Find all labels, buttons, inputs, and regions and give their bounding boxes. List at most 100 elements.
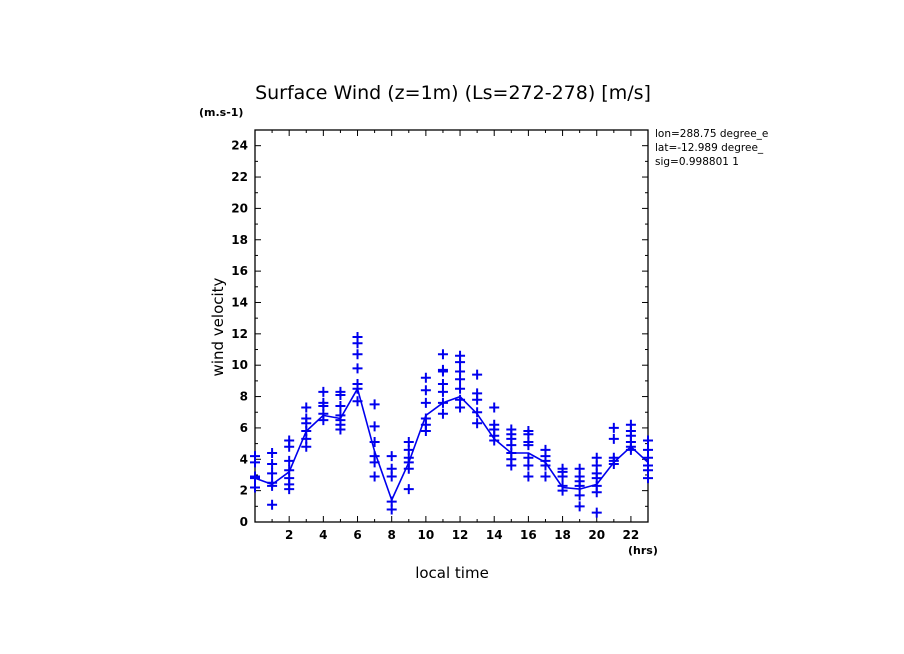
data-point — [250, 457, 260, 468]
y-tick-label: 0 — [240, 515, 248, 529]
data-point — [437, 408, 448, 419]
data-point — [574, 480, 585, 491]
data-point — [403, 463, 414, 474]
x-tick-label: 16 — [520, 528, 537, 542]
data-point — [523, 440, 534, 451]
annotation-lat: lat=-12.989 degree_ — [655, 142, 764, 154]
x-tick-label: 18 — [554, 528, 571, 542]
data-point — [250, 482, 260, 493]
data-point — [352, 338, 363, 349]
data-point — [369, 437, 380, 448]
data-point — [335, 424, 346, 435]
x-tick-label: 20 — [588, 528, 605, 542]
plot-frame — [254, 129, 649, 523]
y-tick-label: 24 — [231, 139, 248, 153]
x-tick-label: 6 — [353, 528, 361, 542]
data-point — [284, 441, 295, 452]
data-point — [591, 487, 602, 498]
data-point — [318, 386, 329, 397]
y-tick-label: 2 — [240, 484, 248, 498]
x-axis-label: local time — [415, 564, 489, 582]
data-point — [437, 349, 448, 360]
data-point — [267, 499, 278, 510]
y-axis-label: wind velocity — [209, 277, 227, 376]
data-point — [369, 421, 380, 432]
data-point — [284, 484, 295, 495]
data-point — [489, 402, 500, 413]
data-point — [369, 457, 380, 468]
y-tick-label: 22 — [231, 170, 248, 184]
data-point — [643, 473, 653, 484]
data-point — [643, 435, 653, 446]
data-point — [608, 458, 619, 469]
data-point — [318, 415, 329, 426]
data-point — [386, 471, 397, 482]
data-point — [523, 460, 534, 471]
y-tick-label: 6 — [240, 421, 248, 435]
y-unit-label: (m.s-1) — [199, 106, 243, 119]
chart-title: Surface Wind (z=1m) (Ls=272-278) [m/s] — [255, 82, 651, 104]
data-point — [420, 426, 431, 437]
data-point — [352, 363, 363, 374]
data-point — [540, 471, 551, 482]
data-point — [455, 357, 466, 368]
data-point — [369, 399, 380, 410]
y-tick-label: 14 — [231, 295, 248, 309]
data-point — [455, 374, 466, 385]
data-point — [250, 473, 260, 484]
data-point — [608, 433, 619, 444]
data-point — [301, 402, 312, 413]
data-point — [506, 460, 517, 471]
data-point — [608, 422, 619, 433]
data-point — [472, 369, 483, 380]
y-tick-label: 18 — [231, 233, 248, 247]
y-tick-label: 16 — [231, 264, 248, 278]
data-point — [523, 471, 534, 482]
data-point — [455, 383, 466, 394]
x-tick-label: 22 — [623, 528, 640, 542]
y-tick-label: 20 — [231, 201, 248, 215]
data-point — [335, 400, 346, 411]
data-point — [420, 372, 431, 383]
data-point — [557, 471, 568, 482]
data-point — [472, 418, 483, 429]
data-point — [472, 394, 483, 405]
data-point — [489, 435, 500, 446]
data-point — [455, 402, 466, 413]
data-point — [472, 407, 483, 418]
annotation-lon: lon=288.75 degree_e — [655, 128, 768, 140]
data-point — [437, 397, 448, 408]
data-point — [420, 397, 431, 408]
x-unit-label: (hrs) — [628, 544, 658, 557]
data-point — [540, 460, 551, 471]
x-tick-label: 14 — [486, 528, 503, 542]
x-tick-label: 2 — [285, 528, 293, 542]
data-point — [574, 501, 585, 512]
data-point — [557, 485, 568, 496]
data-point — [301, 441, 312, 452]
data-point — [267, 448, 278, 459]
data-point — [591, 507, 602, 518]
y-tick-label: 4 — [240, 452, 248, 466]
data-point — [335, 389, 346, 400]
y-tick-label: 8 — [240, 390, 248, 404]
data-layer — [250, 331, 653, 518]
data-point — [437, 366, 448, 377]
data-point — [369, 471, 380, 482]
annotation-sig: sig=0.998801 1 — [655, 156, 739, 168]
data-point — [420, 385, 431, 396]
data-point — [574, 490, 585, 501]
data-point — [386, 504, 397, 515]
x-tick-label: 8 — [388, 528, 396, 542]
data-point — [386, 451, 397, 462]
x-tick-label: 4 — [319, 528, 327, 542]
data-point — [403, 484, 414, 495]
mean-wind-line — [254, 387, 649, 501]
y-tick-label: 10 — [231, 358, 248, 372]
data-point — [284, 455, 295, 466]
data-point — [352, 383, 363, 394]
data-point — [267, 480, 278, 491]
data-point — [267, 458, 278, 469]
